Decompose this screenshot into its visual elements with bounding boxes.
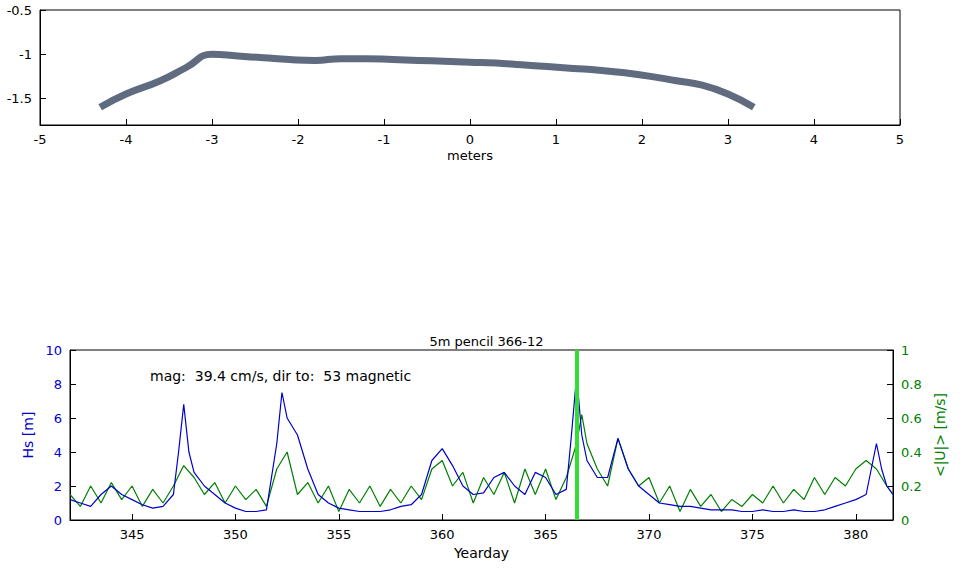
svg-text:0.2: 0.2: [901, 479, 922, 494]
svg-text:Hs [m]: Hs [m]: [20, 412, 36, 459]
svg-text:-3: -3: [206, 132, 219, 147]
svg-text:-0.5: -0.5: [7, 3, 32, 18]
svg-text:0.6: 0.6: [901, 411, 922, 426]
svg-text:345: 345: [120, 527, 145, 542]
svg-text:<|U|> [m/s]: <|U|> [m/s]: [932, 393, 949, 477]
svg-text:2: 2: [54, 479, 62, 494]
svg-text:360: 360: [430, 527, 455, 542]
svg-text:0: 0: [54, 513, 62, 528]
svg-text:1: 1: [552, 132, 560, 147]
svg-text:4: 4: [54, 445, 62, 460]
svg-text:8: 8: [54, 377, 62, 392]
svg-text:3: 3: [724, 132, 732, 147]
svg-text:0: 0: [466, 132, 474, 147]
svg-text:1: 1: [901, 343, 909, 358]
svg-text:-1.5: -1.5: [7, 91, 32, 106]
svg-text:355: 355: [326, 527, 351, 542]
svg-text:370: 370: [637, 527, 662, 542]
svg-text:-1: -1: [19, 47, 32, 62]
svg-text:-5: -5: [34, 132, 47, 147]
svg-text:10: 10: [45, 343, 62, 358]
svg-text:380: 380: [843, 527, 868, 542]
svg-text:0.4: 0.4: [901, 445, 922, 460]
svg-text:0: 0: [901, 513, 909, 528]
svg-text:4: 4: [810, 132, 818, 147]
svg-text:2: 2: [638, 132, 646, 147]
svg-text:meters: meters: [447, 148, 493, 163]
svg-text:365: 365: [533, 527, 558, 542]
svg-text:5: 5: [896, 132, 904, 147]
svg-text:6: 6: [54, 411, 62, 426]
svg-text:350: 350: [223, 527, 248, 542]
svg-text:0.8: 0.8: [901, 377, 922, 392]
svg-text:375: 375: [740, 527, 765, 542]
svg-text:mag: 39.4 cm/s, dir to: 53 m: mag: 39.4 cm/s, dir to: 53 magnetic: [150, 368, 411, 384]
svg-text:Yearday: Yearday: [453, 545, 509, 561]
svg-text:-1: -1: [378, 132, 391, 147]
svg-text:-2: -2: [292, 132, 305, 147]
svg-text:5m pencil 366-12: 5m pencil 366-12: [429, 334, 543, 349]
svg-text:-4: -4: [120, 132, 133, 147]
